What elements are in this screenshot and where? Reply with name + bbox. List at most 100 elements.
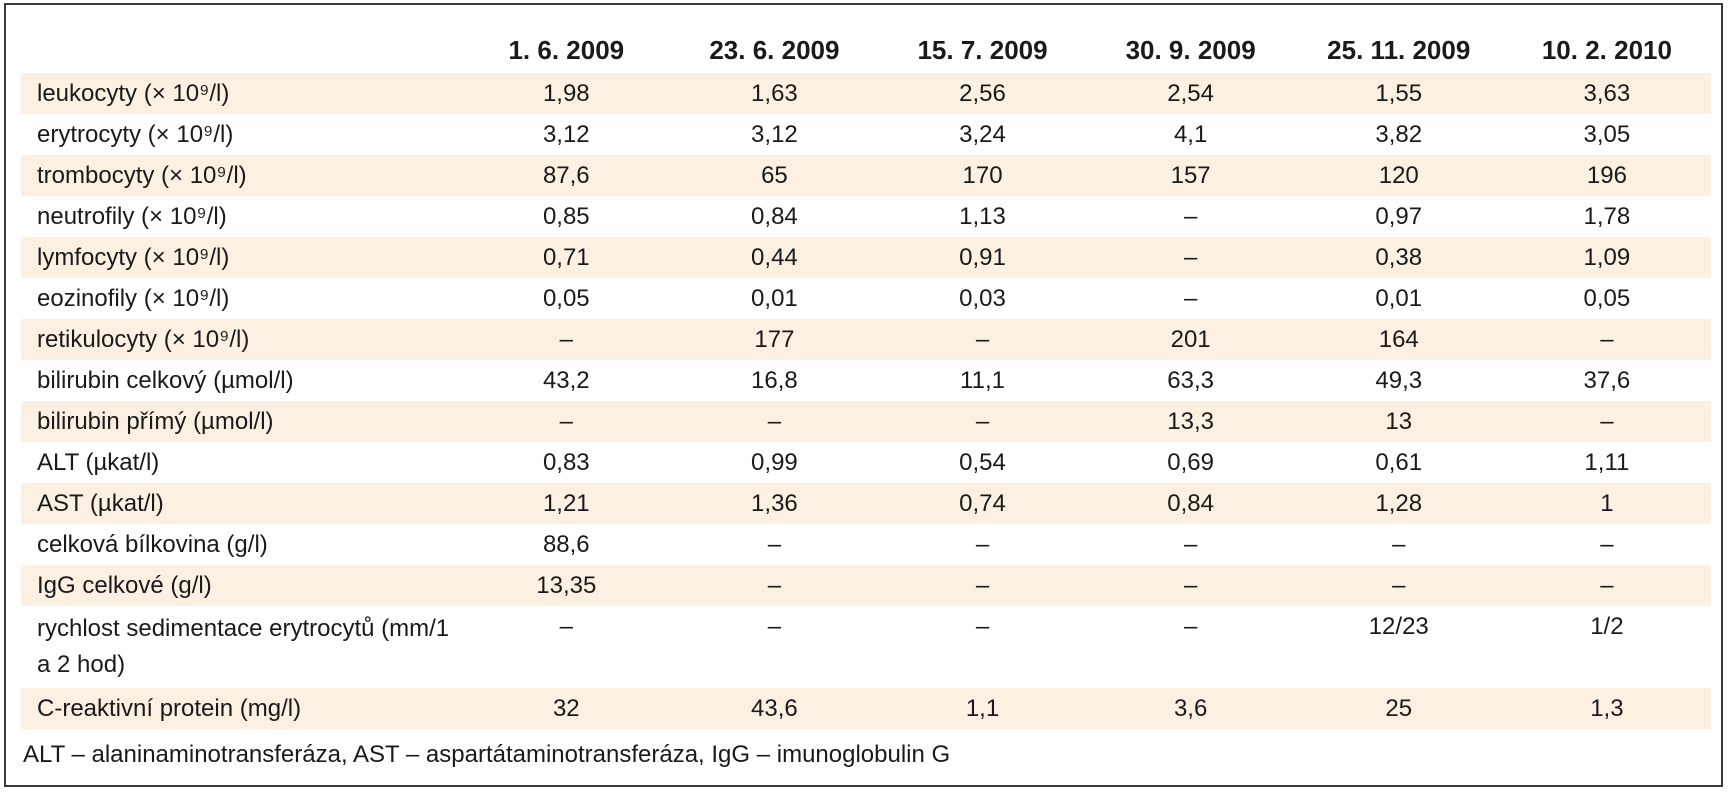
cell-value: 1,55	[1294, 73, 1503, 114]
cell-value: 0,71	[462, 237, 671, 278]
cell-value: 63,3	[1167, 366, 1214, 394]
row-label: AST (µkat/l)	[21, 483, 463, 524]
cell-value: –	[1502, 401, 1711, 442]
table-row: celková bílkovina (g/l) 88,6 – – – – –	[21, 524, 1711, 565]
cell-value: 1	[1502, 483, 1711, 524]
cell-value: 0,05	[542, 284, 590, 312]
cell-value: –	[559, 613, 573, 640]
cell-value: 32	[462, 688, 671, 729]
cell-value: 0,61	[1375, 448, 1423, 476]
cell-value: –	[1183, 530, 1198, 558]
cell-value: 177	[670, 319, 879, 360]
cell-value: 2,56	[878, 73, 1087, 114]
cell-value: 0,44	[670, 237, 879, 278]
table-row: trombocyty (× 10⁹/l) 87,6 65 170 157 120…	[21, 155, 1711, 196]
cell-value: –	[670, 565, 879, 606]
cell-value: 0,91	[878, 237, 1087, 278]
cell-value: –	[1086, 565, 1295, 606]
cell-value: 1,3	[1502, 688, 1711, 729]
cell-value: 0,97	[1375, 202, 1423, 230]
cell-value: 3,82	[1375, 120, 1423, 148]
row-label: bilirubin celkový (µmol/l)	[37, 366, 294, 394]
cell-value: 0,84	[1086, 483, 1295, 524]
date-column-header: 25. 11. 2009	[1327, 34, 1471, 65]
cell-value: 43,6	[670, 688, 879, 729]
date-column-header: 15. 7. 2009	[917, 34, 1048, 65]
date-column-header: 1. 6. 2009	[508, 34, 625, 65]
row-label: C-reaktivní protein (mg/l)	[21, 688, 463, 729]
cell-value: 1,36	[670, 483, 879, 524]
cell-value: 88,6	[542, 530, 590, 558]
cell-value: –	[878, 401, 1087, 442]
table-row: eozinofily (× 10⁹/l) 0,05 0,01 0,03 – 0,…	[21, 278, 1711, 319]
cell-value: –	[1183, 284, 1198, 312]
cell-value: 3,12	[542, 120, 590, 148]
cell-value: 1,09	[1502, 237, 1711, 278]
cell-value: –	[462, 319, 671, 360]
cell-value: 37,6	[1583, 366, 1631, 394]
table-row: lymfocyty (× 10⁹/l) 0,71 0,44 0,91 – 0,3…	[21, 237, 1711, 278]
cell-value: –	[1502, 565, 1711, 606]
cell-value: 43,2	[542, 366, 590, 394]
cell-value: 0,69	[1167, 448, 1214, 476]
cell-value: 1/2	[1590, 613, 1624, 640]
row-label: ALT (µkat/l)	[37, 448, 160, 476]
cell-value: 3,12	[751, 120, 798, 148]
row-label: erytrocyty (× 10⁹/l)	[37, 120, 234, 148]
cell-value: 2,54	[1086, 73, 1295, 114]
cell-value: 65	[670, 155, 879, 196]
cell-value: –	[878, 565, 1087, 606]
cell-value: 0,84	[751, 202, 798, 230]
cell-value: 12/23	[1368, 613, 1429, 640]
cell-value: 3,05	[1583, 120, 1631, 148]
date-column-header: 23. 6. 2009	[709, 34, 840, 65]
cell-value: –	[670, 401, 879, 442]
cell-value: 0,85	[542, 202, 590, 230]
cell-value: –	[1086, 237, 1295, 278]
row-label: bilirubin přímý (µmol/l)	[21, 401, 463, 442]
cell-value: 0,99	[751, 448, 798, 476]
row-label: IgG celkové (g/l)	[21, 565, 463, 606]
table-row: rychlost sedimentace erytrocytů (mm/1 a …	[21, 606, 1711, 688]
row-label: lymfocyty (× 10⁹/l)	[21, 237, 463, 278]
table-row: bilirubin celkový (µmol/l) 43,2 16,8 11,…	[21, 360, 1711, 401]
row-label: celková bílkovina (g/l)	[37, 530, 268, 558]
cell-value: 120	[1294, 155, 1503, 196]
row-label: eozinofily (× 10⁹/l)	[37, 284, 230, 312]
cell-value: 1,28	[1294, 483, 1503, 524]
cell-value: –	[975, 530, 990, 558]
cell-value: 3,63	[1502, 73, 1711, 114]
cell-value: 0,83	[542, 448, 590, 476]
cell-value: –	[1183, 202, 1198, 230]
cell-value: –	[462, 401, 671, 442]
row-label: neutrofily (× 10⁹/l)	[37, 202, 227, 230]
cell-value: –	[1502, 319, 1711, 360]
row-label: retikulocyty (× 10⁹/l)	[21, 319, 463, 360]
cell-value: 0,74	[878, 483, 1087, 524]
cell-value: –	[1294, 565, 1503, 606]
cell-value: 13,3	[1086, 401, 1295, 442]
cell-value: 3,6	[1086, 688, 1295, 729]
cell-value: 1,21	[462, 483, 671, 524]
header-row: 1. 6. 2009 23. 6. 2009 15. 7. 2009 30. 9…	[21, 27, 1711, 73]
cell-value: –	[1600, 530, 1614, 558]
cell-value: 49,3	[1375, 366, 1423, 394]
cell-value: 170	[878, 155, 1087, 196]
cell-value: 0,03	[959, 284, 1006, 312]
footnote: ALT – alaninaminotransferáza, AST – aspa…	[23, 741, 951, 768]
table-row: C-reaktivní protein (mg/l) 32 43,6 1,1 3…	[21, 688, 1711, 729]
cell-value: 164	[1294, 319, 1503, 360]
cell-value: 0,05	[1583, 284, 1631, 312]
cell-value: –	[767, 613, 782, 640]
date-column-header: 10. 2. 2010	[1541, 34, 1672, 65]
cell-value: 13	[1294, 401, 1503, 442]
table-row: AST (µkat/l) 1,21 1,36 0,74 0,84 1,28 1	[21, 483, 1711, 524]
header-label-cell	[21, 27, 462, 73]
cell-value: –	[878, 319, 1087, 360]
table-row: retikulocyty (× 10⁹/l) – 177 – 201 164 –	[21, 319, 1711, 360]
cell-value: 16,8	[751, 366, 798, 394]
cell-value: 1,98	[462, 73, 671, 114]
cell-value: –	[1392, 530, 1406, 558]
cell-value: 25	[1294, 688, 1503, 729]
cell-value: 0,01	[751, 284, 798, 312]
